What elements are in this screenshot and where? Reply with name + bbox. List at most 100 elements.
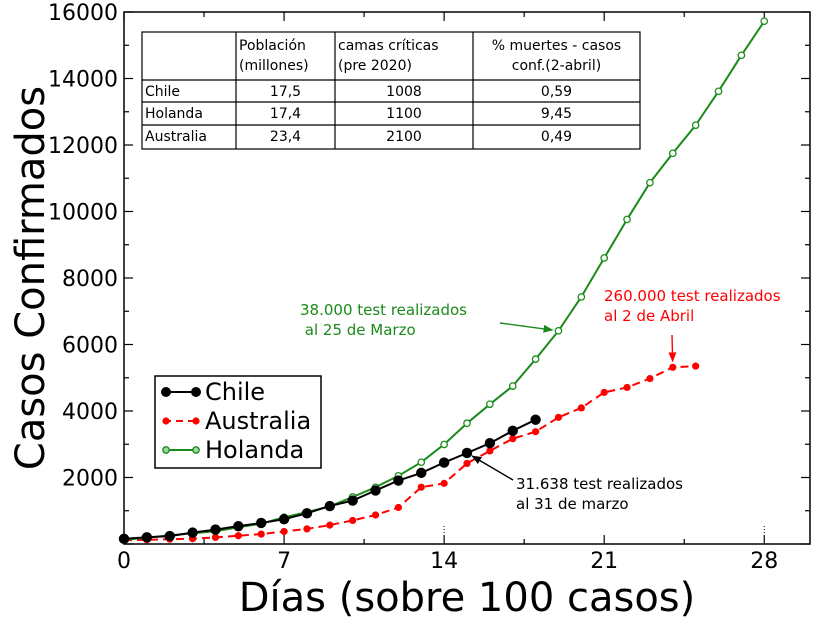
legend-label: Chile: [205, 378, 265, 406]
annotation-arrow: [668, 334, 677, 363]
table-cell: 0,59: [541, 84, 572, 100]
data-point: [257, 530, 265, 538]
annotation-text: al 25 de Marzo: [300, 321, 416, 339]
legend-label: Australia: [205, 407, 311, 435]
data-point: [164, 530, 175, 542]
data-point: [303, 525, 311, 533]
table-header-cell: (millones): [239, 58, 309, 74]
info-table: Población (millones) camas críticas (pre 20…: [141, 31, 641, 150]
table-cell: 17,4: [270, 106, 301, 122]
data-point: [531, 355, 540, 363]
data-point: [486, 400, 494, 409]
table-cell: 0,49: [541, 129, 572, 145]
data-point: [530, 414, 541, 425]
data-point: [280, 527, 288, 536]
data-point: [370, 485, 381, 496]
data-point: [141, 532, 153, 543]
annotation-text: 31.638 test realizados: [516, 475, 683, 493]
y-axis-title: Casos Confirmados: [8, 86, 54, 470]
table-cell: 2100: [386, 129, 422, 145]
data-point: [417, 458, 426, 467]
data-point: [187, 527, 198, 538]
y-tick-label: 14000: [48, 68, 118, 93]
annotation-0: 38.000 test realizados al 25 de Marzo: [300, 301, 554, 339]
table-cell: 1008: [386, 84, 422, 100]
annotation-text: al 2 de Abril: [604, 307, 694, 325]
data-point: [440, 440, 448, 449]
x-tick-label: 7: [277, 549, 291, 574]
annotation-1: 260.000 test realizados al 2 de Abril: [604, 287, 781, 363]
data-point: [484, 438, 496, 449]
data-point: [326, 521, 334, 529]
legend-item-australia: Australia: [162, 407, 311, 435]
data-point: [394, 503, 402, 512]
data-point: [463, 459, 471, 468]
annotation-text: 38.000 test realizados: [300, 301, 467, 319]
legend-swatch-marker: [162, 446, 170, 454]
legend-item-holanda: Holanda: [162, 436, 304, 464]
y-tick-label: 12000: [48, 134, 118, 159]
annotation-arrow: [471, 455, 514, 481]
y-tick-label: 4000: [62, 400, 118, 425]
legend-swatch-marker: [191, 387, 201, 397]
data-point: [210, 524, 221, 535]
table-cell: 23,4: [270, 129, 301, 145]
data-point: [577, 404, 585, 412]
table-header-cell: conf.(2-abril): [512, 58, 601, 74]
data-point: [646, 178, 654, 187]
x-axis-title: Días (sobre 100 casos): [239, 575, 696, 621]
data-point: [234, 532, 242, 540]
legend-label: Holanda: [205, 436, 304, 464]
data-point: [393, 475, 404, 486]
data-point: [324, 500, 335, 512]
data-point: [301, 508, 313, 519]
table-cell: Holanda: [145, 106, 203, 122]
data-point: [646, 374, 654, 383]
data-point: [211, 533, 220, 542]
data-point: [417, 483, 425, 491]
data-point: [554, 326, 563, 335]
table-header-cell: % muertes - casos: [492, 38, 621, 54]
y-tick-label: 16000: [48, 1, 118, 26]
y-tick-label: 10000: [48, 201, 118, 226]
data-point: [600, 254, 609, 262]
data-point: [118, 533, 130, 545]
y-tick-label: 8000: [62, 267, 118, 292]
data-point: [486, 447, 494, 455]
annotation-2: 31.638 test realizados al 31 de marzo: [471, 455, 683, 513]
y-tick-label: 2000: [62, 467, 118, 492]
data-point: [507, 425, 518, 437]
series-layer: [118, 17, 769, 545]
series-chile: [118, 414, 541, 545]
annotation-text: al 31 de marzo: [516, 495, 629, 513]
data-point: [347, 495, 358, 506]
x-tick-label: 14: [430, 549, 458, 574]
table-cell: 1100: [386, 106, 422, 122]
data-point: [233, 520, 244, 532]
y-tick-label: 6000: [62, 334, 118, 359]
annotation-arrow: [499, 322, 554, 333]
data-point: [256, 517, 267, 529]
data-point: [691, 121, 700, 130]
data-point: [463, 419, 471, 428]
data-point: [669, 363, 677, 371]
legend-swatch-marker: [192, 417, 200, 425]
data-point: [600, 388, 608, 397]
data-point: [278, 513, 290, 525]
data-point: [508, 382, 517, 390]
table-cell: 9,45: [541, 106, 572, 122]
legend-swatch-marker: [192, 446, 200, 454]
x-tick-label: 28: [750, 549, 778, 574]
data-point: [623, 215, 631, 224]
annotations: 38.000 test realizados al 25 de Marzo 260…: [300, 287, 781, 513]
table-header-cell: camas críticas: [338, 38, 439, 54]
data-point: [371, 511, 380, 519]
legend-swatch-marker: [161, 387, 171, 397]
x-tick-label: 0: [117, 549, 131, 574]
data-point: [692, 362, 700, 370]
table-cell: Chile: [145, 84, 180, 100]
data-point: [737, 51, 746, 60]
table-cell: Australia: [145, 129, 207, 145]
